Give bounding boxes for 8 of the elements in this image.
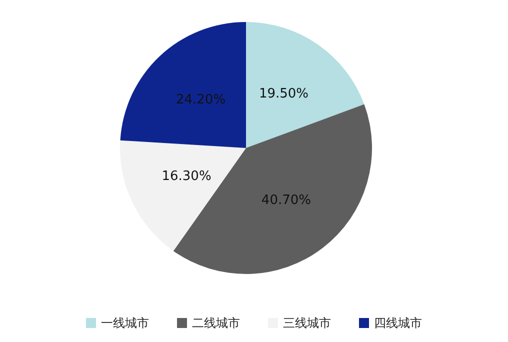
data-label: 19.50% xyxy=(258,86,309,102)
legend-label: 四线城市 xyxy=(374,316,422,330)
data-label: 16.30% xyxy=(162,169,212,184)
legend-label: 一线城市 xyxy=(101,316,149,330)
data-label: 24.20% xyxy=(176,92,226,108)
legend-label: 三线城市 xyxy=(283,316,331,330)
data-label: 40.70% xyxy=(261,192,311,208)
legend-label: 二线城市 xyxy=(192,316,240,330)
